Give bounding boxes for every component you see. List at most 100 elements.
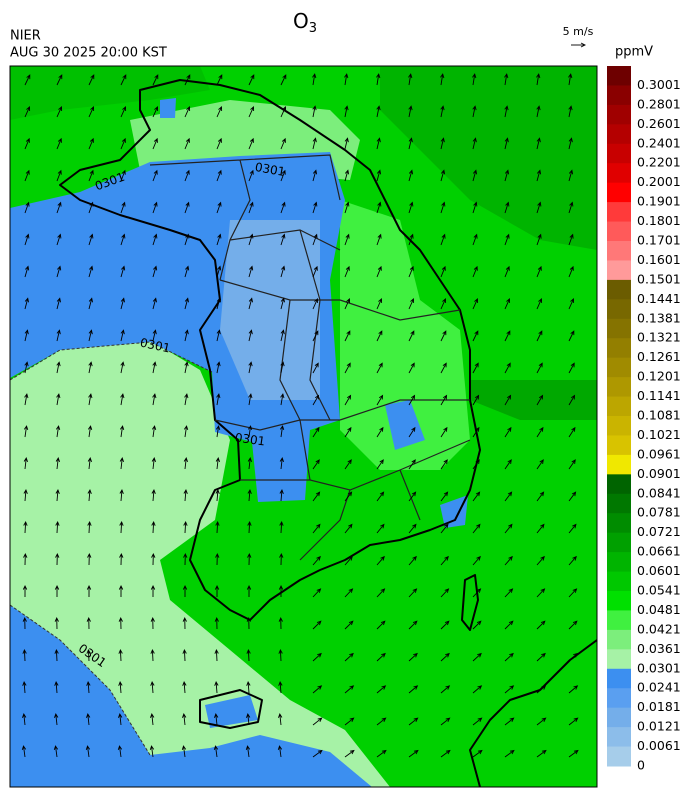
wind-arrow <box>55 552 60 566</box>
colorbar-swatch <box>607 435 631 456</box>
wind-arrow <box>472 105 477 118</box>
colorbar-swatch <box>607 571 631 592</box>
wind-arrow <box>216 393 221 406</box>
wind-arrow <box>248 361 253 374</box>
wind-arrow <box>344 459 352 470</box>
wind-arrow <box>312 620 322 630</box>
wind-arrow <box>21 745 27 758</box>
wind-arrow <box>22 713 27 726</box>
wind-arrow <box>24 201 30 214</box>
wind-arrow <box>216 265 222 278</box>
wind-arrow <box>568 169 574 182</box>
title-main: O <box>293 9 309 33</box>
wind-arrow <box>536 105 541 118</box>
wind-arrow <box>215 520 220 534</box>
colorbar-label: 0.2201 <box>637 155 681 170</box>
island <box>199 689 263 729</box>
wind-arrow <box>472 749 483 758</box>
contour-label: 0301 <box>254 160 287 179</box>
wind-arrow <box>23 425 29 438</box>
wind-arrow <box>536 491 545 502</box>
wind-arrow <box>278 584 284 598</box>
colorbar-label: 0.1141 <box>637 388 681 403</box>
wind-arrow <box>344 426 352 438</box>
colorbar-swatch <box>607 454 631 475</box>
wind-arrow <box>344 717 355 726</box>
colorbar-swatch <box>607 552 631 573</box>
wind-arrow <box>118 648 123 662</box>
wind-arrow <box>568 105 573 118</box>
wind-arrow <box>216 297 221 310</box>
wind-arrow <box>120 265 126 278</box>
wind-arrow <box>408 459 416 470</box>
wind-arrow <box>568 330 575 342</box>
colorbar-swatch <box>607 707 631 728</box>
wind-arrow <box>344 265 350 278</box>
wind-arrow <box>152 169 158 182</box>
wind-arrow <box>440 169 446 182</box>
wind-arrow <box>568 426 576 438</box>
wind-arrow <box>216 137 222 150</box>
wind-arrow <box>280 201 286 214</box>
title: O3 <box>293 9 317 36</box>
map-region <box>10 605 372 787</box>
wind-arrow <box>504 459 512 470</box>
colorbar-label: 0.0961 <box>637 446 681 461</box>
wind-arrow <box>440 620 450 630</box>
wind-arrow <box>88 74 95 86</box>
wind-arrow <box>22 681 27 694</box>
wind-arrow <box>568 749 579 758</box>
contour-label: 0301 <box>139 335 172 355</box>
agency: NIER <box>10 29 41 44</box>
wind-arrow <box>280 393 285 406</box>
wind-arrow <box>568 73 573 86</box>
wind-arrow <box>568 717 579 726</box>
colorbar-swatch <box>607 85 631 106</box>
colorbar-swatch <box>607 493 631 514</box>
wind-arrow <box>440 330 447 342</box>
colorbar-swatch <box>607 649 631 670</box>
map-region <box>380 66 597 250</box>
wind-arrow <box>23 520 28 534</box>
colorbar-unit: ppmV <box>615 45 653 60</box>
wind-arrow <box>24 169 30 182</box>
colorbar-label: 0.0421 <box>637 621 681 636</box>
contour-label: 0301 <box>234 430 266 448</box>
wind-arrow <box>120 169 126 182</box>
wind-arrow <box>184 169 190 182</box>
wind-arrow <box>152 137 158 150</box>
colorbar-swatch <box>607 629 631 650</box>
wind-arrow <box>312 685 323 694</box>
wind-arrow <box>312 394 320 406</box>
wind-arrow <box>88 201 94 214</box>
wind-arrow <box>408 426 416 438</box>
colorbar-label: 0.2401 <box>637 135 681 150</box>
wind-arrow <box>248 106 255 118</box>
wind-arrow <box>472 201 478 214</box>
wind-arrow <box>184 361 189 374</box>
wind-arrow <box>568 491 577 502</box>
wind-arrow <box>246 584 252 598</box>
wind-arrow <box>408 394 416 406</box>
wind-arrow <box>183 457 188 470</box>
wind-arrow <box>22 616 27 630</box>
island <box>461 574 479 631</box>
wind-arrow <box>536 685 547 694</box>
wind-arrow <box>472 652 482 662</box>
wind-arrow <box>536 426 544 438</box>
wind-arrow <box>214 713 219 726</box>
wind-arrow <box>56 393 61 406</box>
colorbar-label: 0.1261 <box>637 349 681 364</box>
wind-arrow <box>408 523 417 534</box>
wind-arrow <box>344 137 349 150</box>
wind-arrow <box>88 106 95 118</box>
wind-arrow <box>312 362 319 374</box>
wind-arrow <box>344 73 349 86</box>
wind-arrow <box>568 523 577 534</box>
colorbar-label: 0.0181 <box>637 699 681 714</box>
wind-arrow <box>184 106 191 118</box>
wind-arrow <box>504 298 511 310</box>
map <box>10 66 597 787</box>
wind-arrow <box>279 457 284 470</box>
wind-arrow <box>152 361 157 374</box>
